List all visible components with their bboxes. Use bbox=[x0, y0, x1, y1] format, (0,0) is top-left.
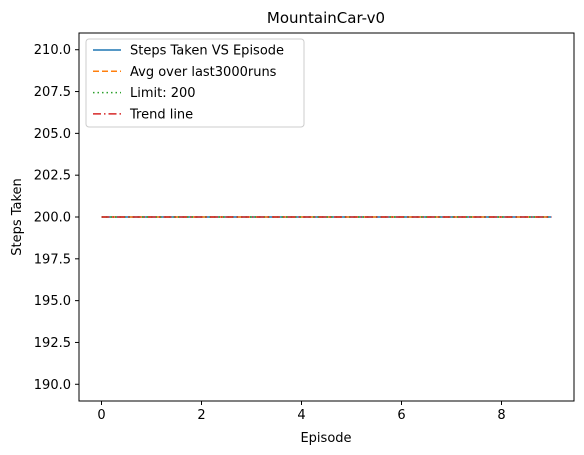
y-tick-label: 197.5 bbox=[34, 252, 71, 267]
legend-entry-label: Limit: 200 bbox=[130, 86, 196, 101]
x-tick-label: 0 bbox=[97, 408, 105, 423]
y-tick-label: 195.0 bbox=[34, 294, 71, 309]
x-tick-label: 8 bbox=[497, 408, 505, 423]
chart-title: MountainCar-v0 bbox=[267, 9, 385, 27]
y-tick-label: 210.0 bbox=[34, 43, 71, 58]
x-tick-label: 6 bbox=[397, 408, 405, 423]
legend-entry-label: Steps Taken VS Episode bbox=[130, 44, 284, 59]
y-tick-label: 207.5 bbox=[34, 85, 71, 100]
y-tick-label: 202.5 bbox=[34, 169, 71, 184]
y-tick-label: 192.5 bbox=[34, 336, 71, 351]
legend: Steps Taken VS Episode Avg over last3000r… bbox=[85, 38, 305, 128]
x-tick-label: 4 bbox=[297, 408, 305, 423]
x-axis-ticks: 0 2 4 6 8 bbox=[97, 401, 506, 423]
legend-entry-label: Trend line bbox=[129, 107, 193, 122]
y-axis-label: Steps Taken bbox=[10, 178, 25, 256]
legend-entry-label: Avg over last3000runs bbox=[130, 65, 277, 80]
y-tick-label: 200.0 bbox=[34, 211, 71, 226]
legend-box bbox=[85, 38, 305, 128]
y-tick-label: 190.0 bbox=[34, 378, 71, 393]
x-axis-label: Episode bbox=[300, 431, 351, 446]
x-tick-label: 2 bbox=[197, 408, 205, 423]
y-axis-ticks: 190.0 192.5 195.0 197.5 200.0 202.5 205.0 207.5… bbox=[34, 43, 79, 393]
y-tick-label: 205.0 bbox=[34, 127, 71, 142]
